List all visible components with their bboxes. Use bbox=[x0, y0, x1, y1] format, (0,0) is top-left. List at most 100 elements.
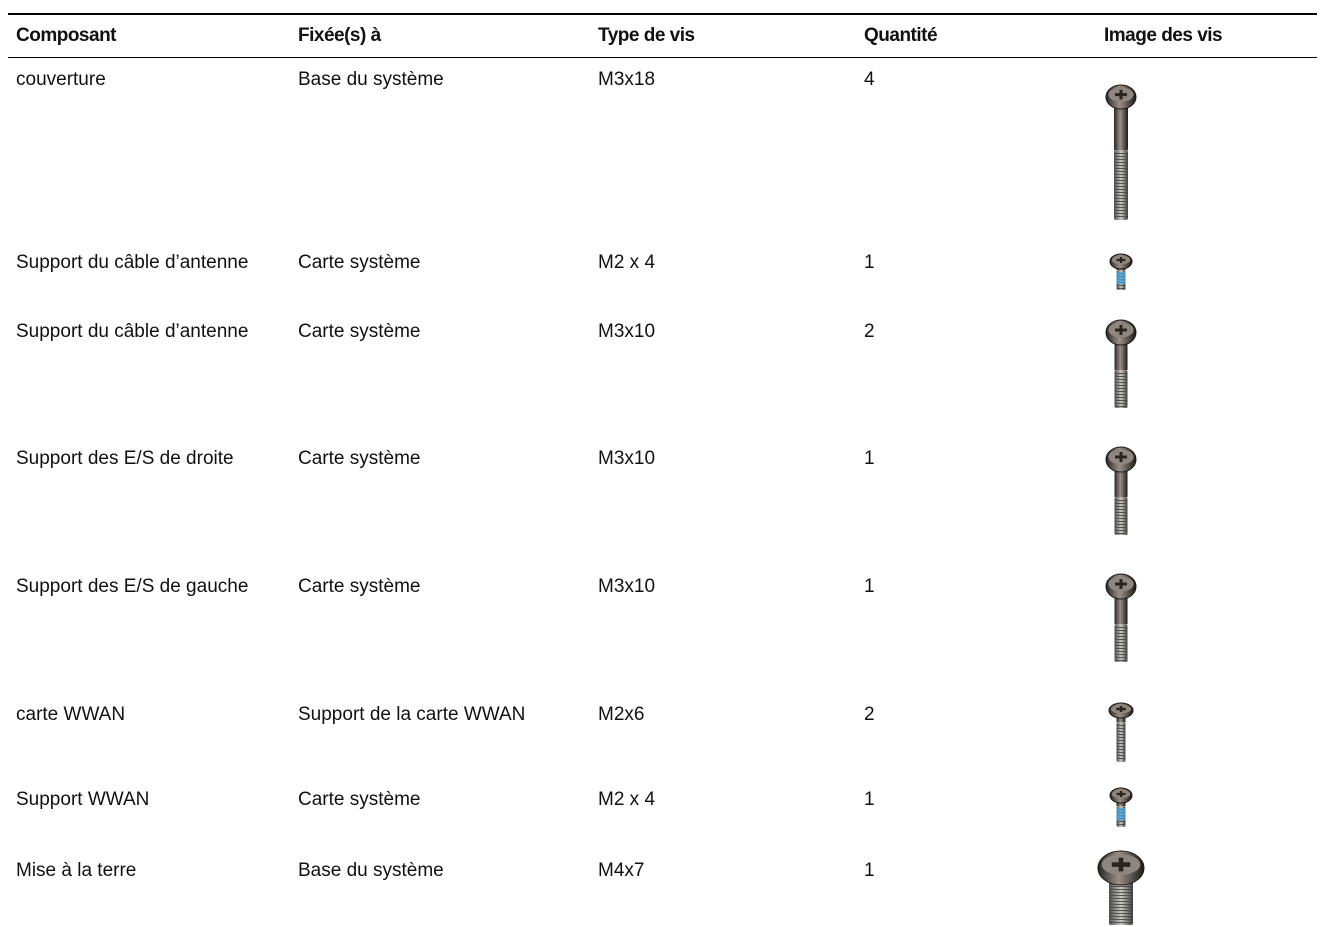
table-cell: M3x18 bbox=[598, 69, 656, 90]
thread-line bbox=[1114, 517, 1128, 520]
thread-line bbox=[1114, 526, 1128, 529]
thread-line bbox=[1113, 176, 1129, 179]
table-cell: 4 bbox=[864, 69, 875, 90]
thread-line bbox=[1114, 641, 1128, 644]
thread-line bbox=[1113, 173, 1129, 176]
thread-line bbox=[1113, 185, 1129, 188]
screw-slot bbox=[1116, 257, 1126, 263]
thread-line bbox=[1114, 499, 1128, 502]
thread-line bbox=[1114, 396, 1128, 399]
thread-line bbox=[1114, 372, 1128, 375]
thread-line bbox=[1114, 626, 1128, 629]
thread-line bbox=[1114, 375, 1128, 378]
thread-line bbox=[1113, 197, 1129, 200]
thread-line bbox=[1114, 390, 1128, 393]
thread-line bbox=[1114, 502, 1128, 505]
thread-line bbox=[1114, 638, 1128, 641]
thread-line bbox=[1116, 730, 1126, 733]
thread-line bbox=[1116, 284, 1126, 287]
header-rule bbox=[8, 57, 1317, 58]
table-cell: M2 x 4 bbox=[598, 252, 656, 273]
table-cell: 1 bbox=[864, 448, 875, 469]
header-cell: Fixée(s) à bbox=[298, 25, 381, 46]
thread-line bbox=[1113, 203, 1129, 206]
thread-line bbox=[1113, 152, 1129, 155]
screw-slot bbox=[1115, 452, 1127, 462]
table-cell: Carte système bbox=[298, 321, 421, 342]
thread-line bbox=[1113, 191, 1129, 194]
thread-line bbox=[1113, 158, 1129, 161]
table-cell: M4x7 bbox=[598, 860, 645, 881]
header-cell: Type de vis bbox=[598, 25, 695, 46]
screw-slot bbox=[1115, 579, 1127, 589]
thread-line bbox=[1116, 739, 1126, 742]
table-cell: 1 bbox=[864, 576, 875, 597]
top-rule bbox=[8, 13, 1317, 15]
thread-line bbox=[1108, 906, 1134, 909]
screw-slot bbox=[1115, 89, 1127, 100]
header-cell: Quantité bbox=[864, 25, 938, 46]
thread-line bbox=[1116, 736, 1126, 739]
screw-slot bbox=[1111, 857, 1131, 872]
thread-line bbox=[1114, 514, 1128, 517]
table-cell: M3x10 bbox=[598, 321, 656, 342]
table-cell: 1 bbox=[864, 789, 875, 810]
table-cell: Carte système bbox=[298, 448, 421, 469]
thread-line bbox=[1108, 891, 1134, 894]
thread-line bbox=[1114, 647, 1128, 650]
thread-line bbox=[1114, 508, 1128, 511]
table-cell: couverture bbox=[16, 69, 106, 90]
screw-slot bbox=[1116, 706, 1126, 712]
thread-line bbox=[1108, 921, 1134, 924]
table-cell: M2x6 bbox=[598, 704, 645, 725]
thread-line bbox=[1116, 757, 1126, 760]
thread-line bbox=[1114, 650, 1128, 653]
table-cell: Support des E/S de gauche bbox=[16, 576, 249, 597]
thread-line bbox=[1113, 200, 1129, 203]
table-cell: 1 bbox=[864, 252, 875, 273]
table-cell: Support de la carte WWAN bbox=[298, 704, 526, 725]
thread-line bbox=[1114, 659, 1128, 662]
table-cell: 2 bbox=[864, 704, 875, 725]
thread-line bbox=[1113, 209, 1129, 212]
thread-lock bbox=[1116, 272, 1126, 284]
thread-line bbox=[1114, 378, 1128, 381]
thread-line bbox=[1116, 733, 1126, 736]
thread-line bbox=[1114, 402, 1128, 405]
thread-line bbox=[1113, 194, 1129, 197]
thread-line bbox=[1116, 724, 1126, 727]
thread-line bbox=[1113, 212, 1129, 215]
thread-line bbox=[1108, 903, 1134, 906]
thread-line bbox=[1108, 900, 1134, 903]
thread-line bbox=[1116, 287, 1126, 290]
table-cell: Base du système bbox=[298, 69, 444, 90]
table-cell: M3x10 bbox=[598, 576, 656, 597]
header-cell: Composant bbox=[16, 25, 117, 46]
thread-lock bbox=[1116, 808, 1126, 821]
thread-line bbox=[1114, 644, 1128, 647]
thread-line bbox=[1114, 532, 1128, 535]
screw-slot bbox=[1116, 791, 1126, 797]
thread-line bbox=[1114, 520, 1128, 523]
thread-line bbox=[1114, 381, 1128, 384]
thread-line bbox=[1116, 727, 1126, 730]
thread-line bbox=[1113, 206, 1129, 209]
thread-line bbox=[1108, 897, 1134, 900]
thread-line bbox=[1108, 894, 1134, 897]
table-cell: 1 bbox=[864, 860, 875, 881]
thread-line bbox=[1114, 511, 1128, 514]
table-cell: Support du câble d’antenne bbox=[16, 321, 249, 342]
thread-line bbox=[1108, 885, 1134, 888]
table-cell: Carte système bbox=[298, 252, 421, 273]
thread-line bbox=[1114, 523, 1128, 526]
thread-line bbox=[1114, 653, 1128, 656]
table-cell: Support WWAN bbox=[16, 789, 150, 810]
table-cell: carte WWAN bbox=[16, 704, 126, 725]
thread-line bbox=[1116, 748, 1126, 751]
thread-line bbox=[1113, 161, 1129, 164]
table-cell: M3x10 bbox=[598, 448, 656, 469]
table-cell: 2 bbox=[864, 321, 875, 342]
thread-line bbox=[1108, 888, 1134, 891]
